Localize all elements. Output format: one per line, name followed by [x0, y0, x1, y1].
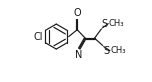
Text: N: N [75, 50, 83, 60]
Text: CH₃: CH₃ [110, 46, 126, 55]
Text: CH₃: CH₃ [109, 19, 124, 28]
Text: S: S [102, 19, 108, 29]
Text: O: O [73, 8, 81, 18]
Text: Cl: Cl [34, 32, 43, 42]
Text: S: S [103, 46, 109, 56]
